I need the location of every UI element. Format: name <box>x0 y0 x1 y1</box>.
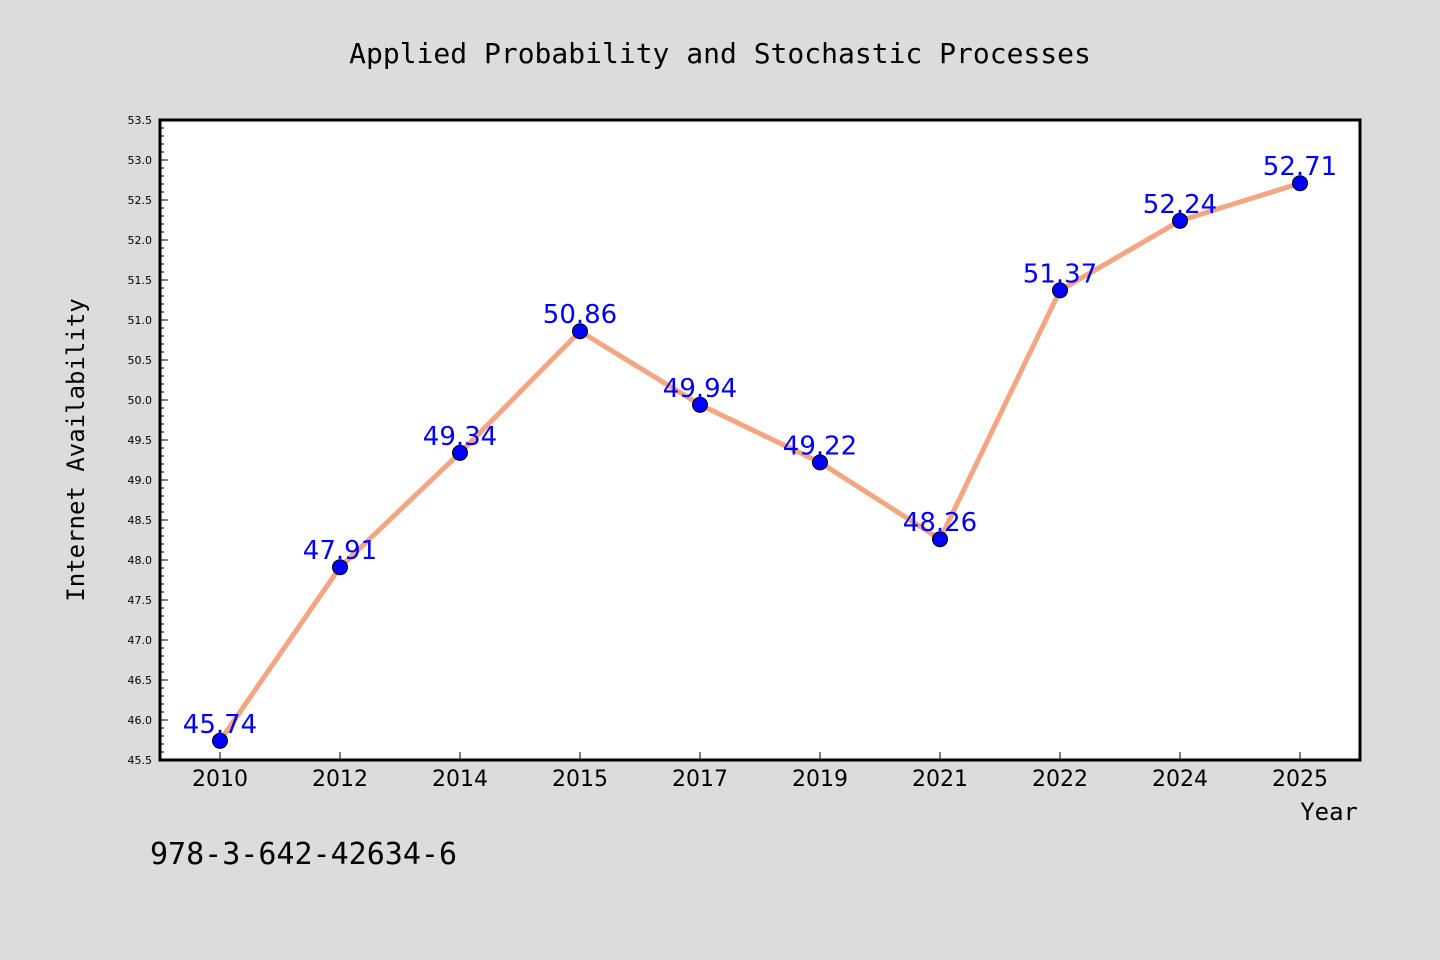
y-tick-label: 45.5 <box>128 754 153 767</box>
data-label: 50.86 <box>543 300 617 330</box>
x-tick-label: 2017 <box>672 767 728 792</box>
data-label: 51.37 <box>1023 259 1097 289</box>
series-line <box>217 180 1303 744</box>
y-tick-label: 53.5 <box>128 114 153 127</box>
y-tick-label: 49.5 <box>128 434 153 447</box>
data-point <box>1052 282 1068 299</box>
data-point <box>932 531 948 548</box>
y-tick-label: 47.5 <box>128 594 153 607</box>
x-axis: 2010 2012 2014 2015 2017 2019 2021 2022 2024 2025 <box>192 752 1328 792</box>
y-tick-label: 49.0 <box>128 474 153 487</box>
y-tick-label: 50.0 <box>128 394 153 407</box>
y-axis: 45.5 46.0 46.5 47.0 47.5 48.0 48.5 49.0 49.5 50.0… <box>128 114 168 767</box>
y-tick-label: 53.0 <box>128 154 153 167</box>
y-tick-label: 50.5 <box>128 354 153 367</box>
data-label: 52.24 <box>1143 190 1217 220</box>
data-label: 48.26 <box>903 508 977 538</box>
x-tick-label: 2010 <box>192 767 248 792</box>
data-point <box>1172 212 1188 229</box>
isbn-annotation: 978-3-642-42634-6 <box>150 837 457 872</box>
data-label: 49.94 <box>663 374 737 404</box>
y-axis-label: Internet Availability <box>62 298 90 601</box>
y-tick-label: 48.0 <box>128 554 153 567</box>
y-tick-label: 46.5 <box>128 674 153 687</box>
x-tick-label: 2025 <box>1272 767 1328 792</box>
chart-title: Applied Probability and Stochastic Proce… <box>349 37 1091 70</box>
x-tick-label: 2015 <box>552 767 608 792</box>
x-tick-label: 2014 <box>432 767 488 792</box>
y-tick-label: 52.5 <box>128 194 153 207</box>
data-point <box>452 444 468 461</box>
data-label: 52.71 <box>1263 152 1337 182</box>
x-tick-label: 2022 <box>1032 767 1088 792</box>
data-label: 49.34 <box>423 422 497 452</box>
y-tick-label: 51.0 <box>128 314 153 327</box>
y-tick-label: 51.5 <box>128 274 153 287</box>
data-point <box>812 454 828 471</box>
data-point <box>692 396 708 413</box>
y-tick-label: 46.0 <box>128 714 153 727</box>
data-point <box>572 323 588 340</box>
data-label: 49.22 <box>783 431 857 461</box>
x-tick-label: 2012 <box>312 767 368 792</box>
x-tick-label: 2021 <box>912 767 968 792</box>
y-tick-label: 47.0 <box>128 634 153 647</box>
data-point <box>1292 175 1308 192</box>
y-tick-label: 48.5 <box>128 514 153 527</box>
x-tick-label: 2019 <box>792 767 848 792</box>
data-label: 47.91 <box>303 536 377 566</box>
x-axis-label: Year <box>1300 798 1358 826</box>
y-tick-label: 52.0 <box>128 234 153 247</box>
series-layer: 45.74 47.91 49.34 50.86 49.94 49.22 48.26 51.37… <box>183 152 1337 749</box>
data-label: 45.74 <box>183 710 257 740</box>
plot-area <box>158 118 1362 762</box>
data-point <box>212 732 228 749</box>
data-point <box>332 559 348 576</box>
x-tick-label: 2024 <box>1152 767 1208 792</box>
